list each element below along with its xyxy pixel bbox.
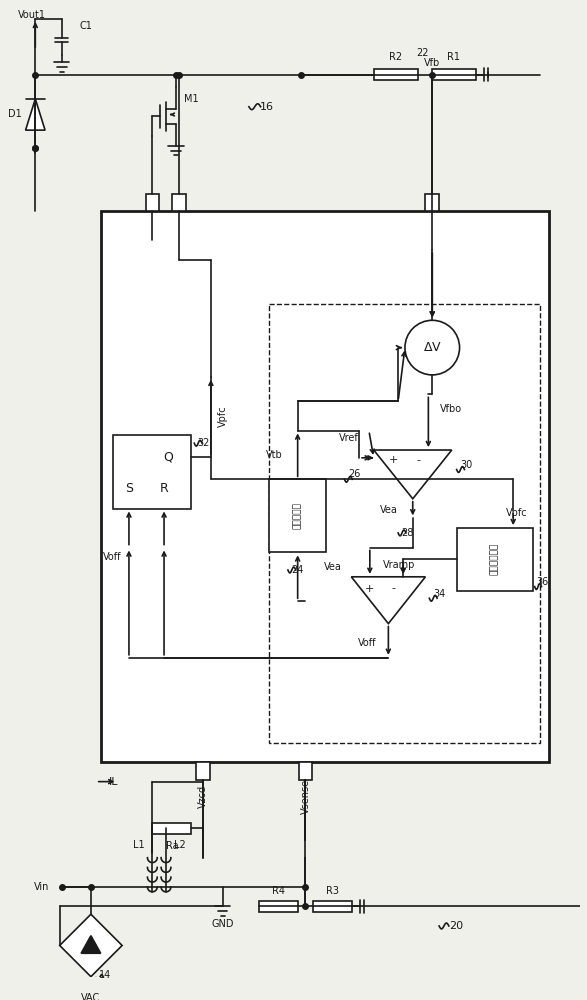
Text: 电压萃取器: 电压萃取器 xyxy=(293,502,302,529)
Text: 32: 32 xyxy=(197,438,209,448)
Text: 36: 36 xyxy=(537,577,549,587)
Polygon shape xyxy=(374,450,452,499)
Bar xyxy=(432,69,476,80)
Bar xyxy=(146,194,159,211)
Bar xyxy=(153,823,191,834)
Polygon shape xyxy=(26,99,45,130)
Text: +: + xyxy=(389,455,398,465)
Text: Vpfc: Vpfc xyxy=(218,405,228,427)
Text: Vfbo: Vfbo xyxy=(440,404,462,414)
Text: R1: R1 xyxy=(447,52,460,62)
Circle shape xyxy=(405,320,460,375)
Text: Vin: Vin xyxy=(33,882,49,892)
Text: Voff: Voff xyxy=(358,638,377,648)
Bar xyxy=(269,304,539,743)
Bar xyxy=(100,211,549,762)
Text: R2: R2 xyxy=(389,52,402,62)
Bar xyxy=(313,901,352,912)
Text: R3: R3 xyxy=(326,886,339,896)
Text: IL: IL xyxy=(109,777,118,787)
Text: +: + xyxy=(365,584,375,594)
Text: R4: R4 xyxy=(272,886,285,896)
Text: Vout1: Vout1 xyxy=(18,10,46,20)
Bar xyxy=(374,69,417,80)
Text: 22: 22 xyxy=(416,48,429,58)
Polygon shape xyxy=(351,577,426,624)
Text: 16: 16 xyxy=(259,102,274,112)
Text: Voff: Voff xyxy=(103,552,121,562)
Text: Vref: Vref xyxy=(339,433,359,443)
Text: Vzcd: Vzcd xyxy=(198,785,208,808)
Text: R: R xyxy=(160,482,168,495)
Text: Vfb: Vfb xyxy=(424,58,440,68)
Text: 26: 26 xyxy=(348,469,360,479)
Text: -: - xyxy=(392,584,396,594)
Text: GND: GND xyxy=(211,919,234,929)
Polygon shape xyxy=(81,936,100,953)
Text: Vsense: Vsense xyxy=(301,779,311,814)
Text: 28: 28 xyxy=(402,528,414,538)
Text: M1: M1 xyxy=(184,94,198,104)
Text: VAC: VAC xyxy=(81,993,100,1000)
Bar xyxy=(457,528,533,591)
Bar xyxy=(269,479,326,552)
Text: 30: 30 xyxy=(460,460,473,470)
Bar xyxy=(196,762,210,780)
Text: C1: C1 xyxy=(79,21,92,31)
Text: Vramp: Vramp xyxy=(383,560,416,570)
Bar xyxy=(113,435,191,509)
Bar xyxy=(172,194,185,211)
Polygon shape xyxy=(60,914,122,977)
Text: Vtb: Vtb xyxy=(266,450,283,460)
Text: Vpfc: Vpfc xyxy=(506,508,528,518)
Text: D1: D1 xyxy=(8,109,22,119)
Text: Ra: Ra xyxy=(166,841,178,851)
Bar xyxy=(299,762,312,780)
Text: 锯齿波产生器: 锯齿波产生器 xyxy=(490,543,499,575)
Text: L2: L2 xyxy=(174,840,185,850)
Bar xyxy=(259,901,298,912)
Text: 34: 34 xyxy=(433,589,445,599)
Text: Q: Q xyxy=(163,451,173,464)
Text: Vea: Vea xyxy=(323,562,342,572)
Text: 14: 14 xyxy=(99,970,112,980)
Text: $\Delta$V: $\Delta$V xyxy=(423,341,442,354)
Text: -: - xyxy=(417,455,421,465)
Text: 20: 20 xyxy=(450,921,464,931)
Text: S: S xyxy=(125,482,133,495)
Text: L1: L1 xyxy=(133,840,144,850)
Text: 24: 24 xyxy=(292,565,304,575)
Text: Vea: Vea xyxy=(380,505,398,515)
Bar xyxy=(426,194,439,211)
